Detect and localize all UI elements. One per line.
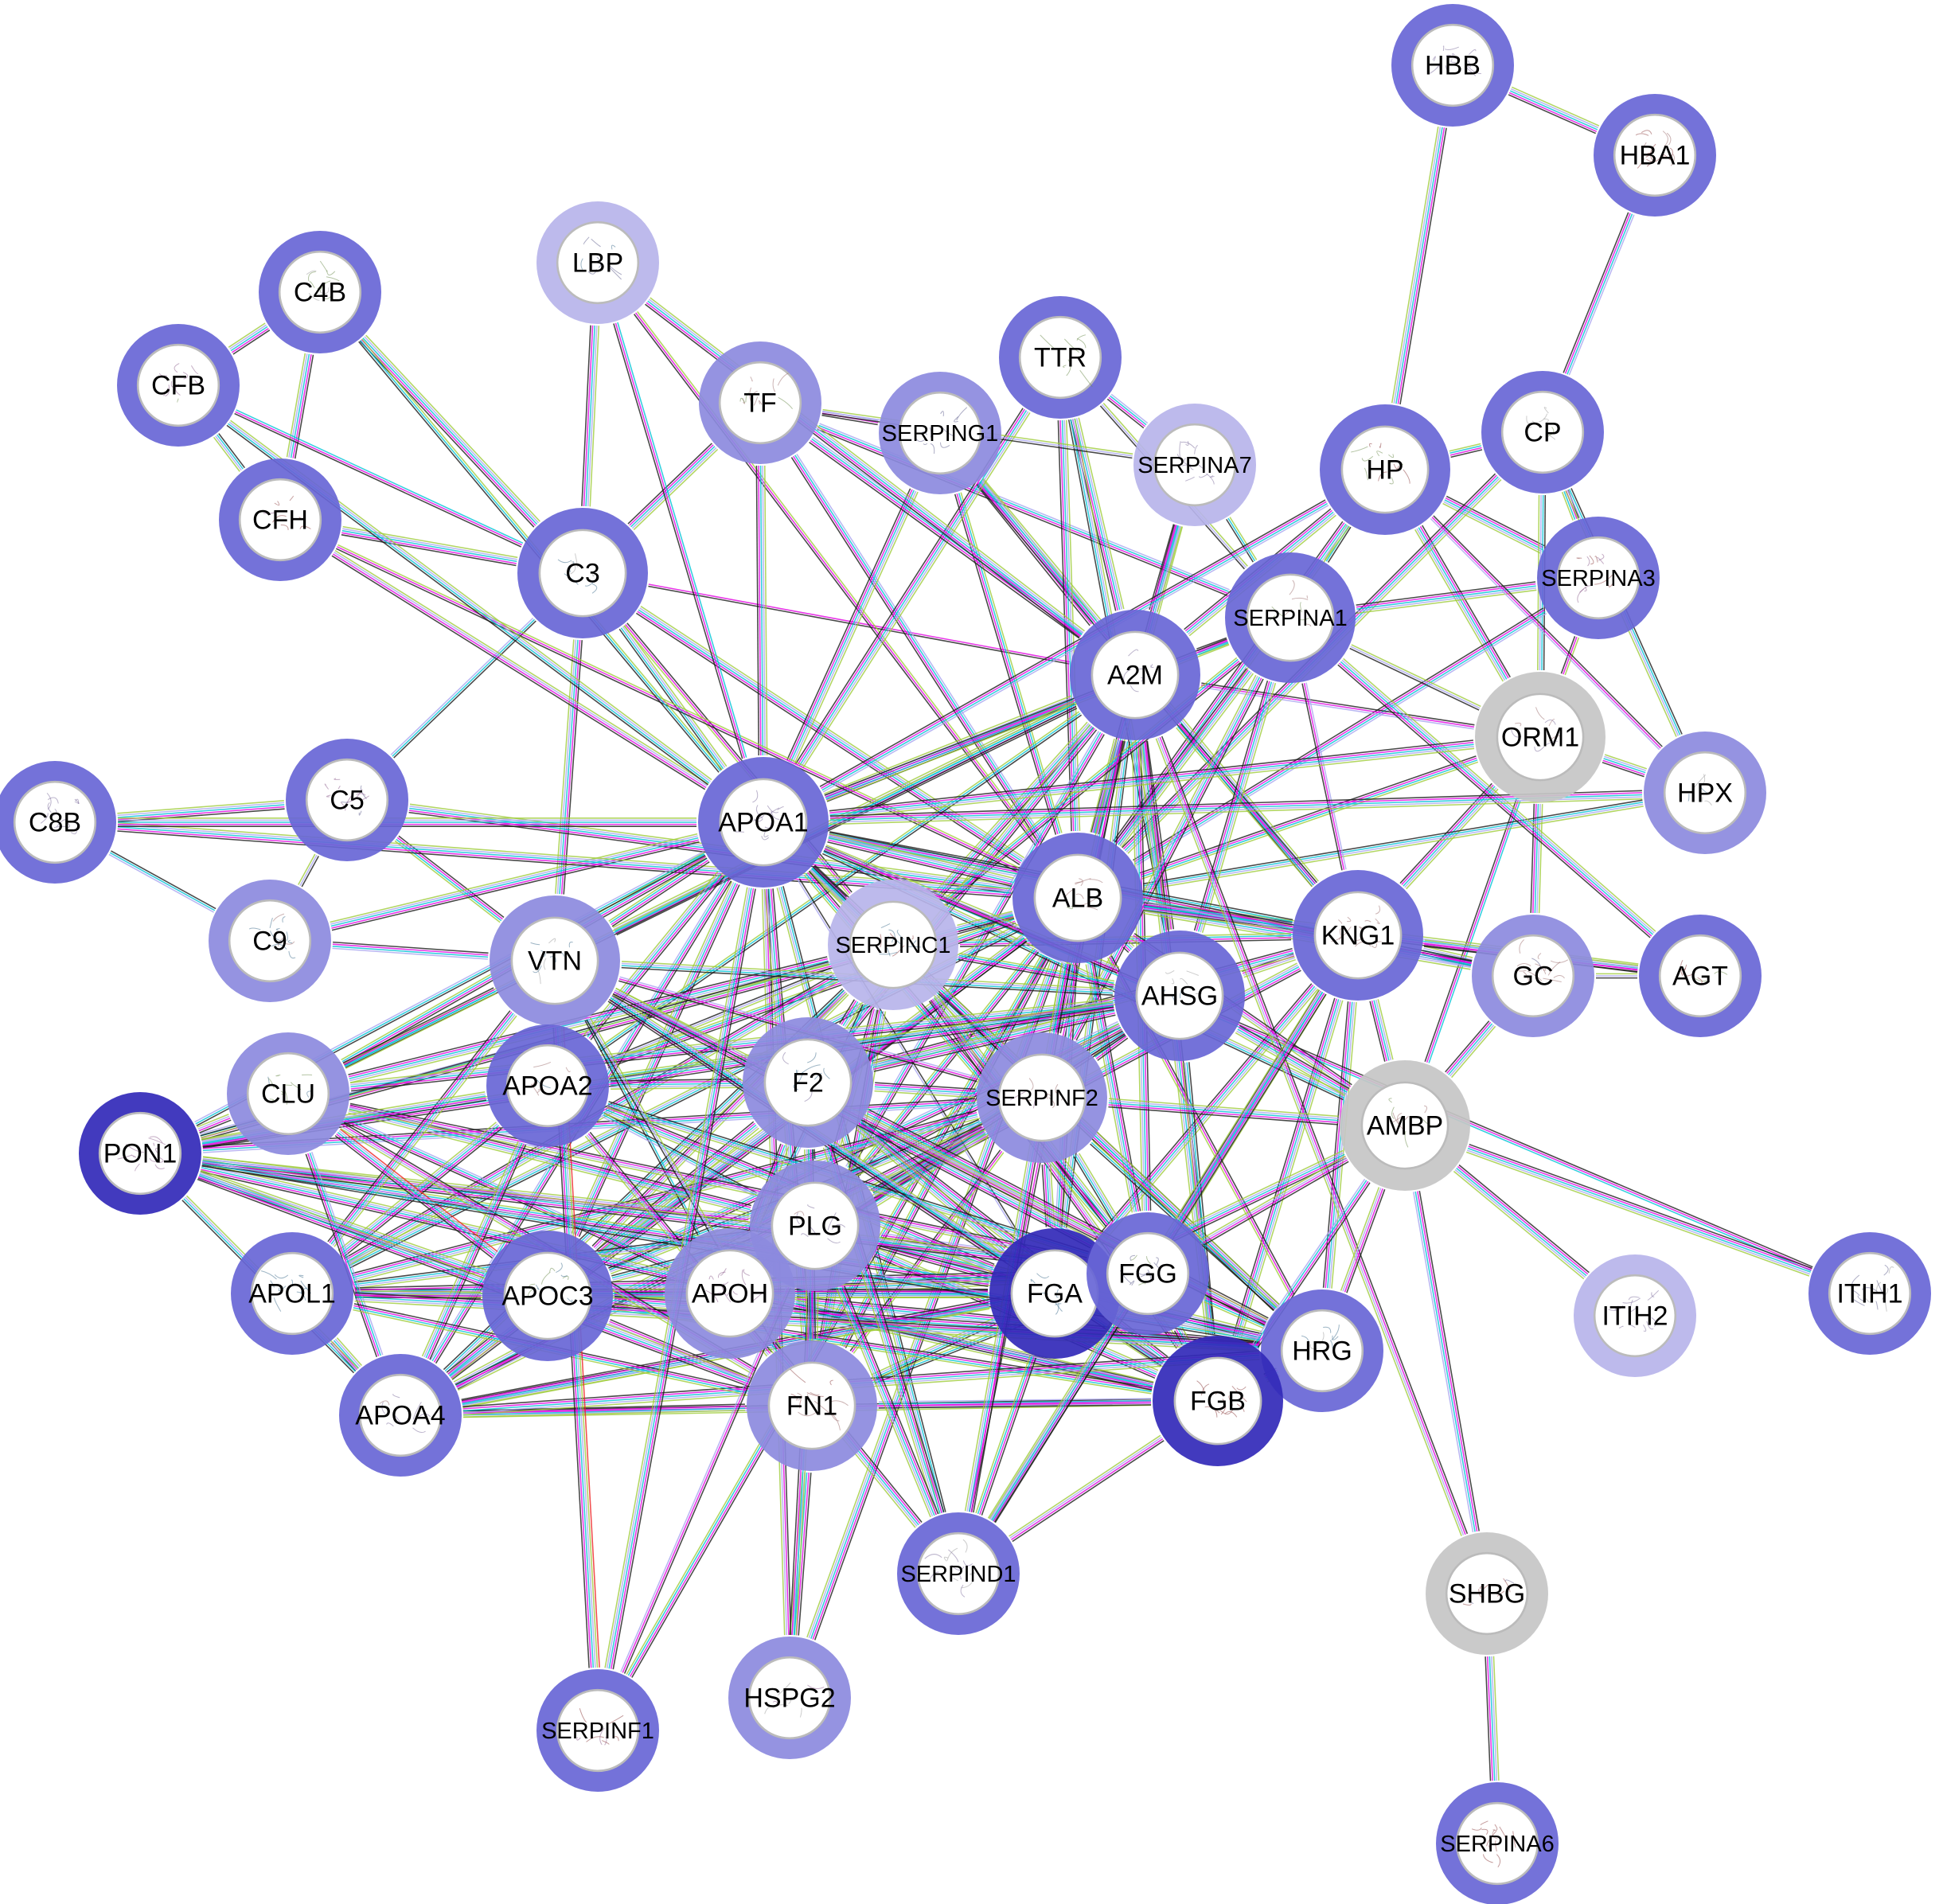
svg-text:ORM1: ORM1 <box>1501 723 1579 753</box>
svg-text:SERPINA3: SERPINA3 <box>1541 566 1655 591</box>
svg-text:HP: HP <box>1366 455 1403 486</box>
svg-text:SERPINA6: SERPINA6 <box>1440 1832 1554 1857</box>
svg-text:HBB: HBB <box>1425 51 1481 81</box>
svg-text:SERPINA1: SERPINA1 <box>1233 606 1347 631</box>
svg-text:SERPINF2: SERPINF2 <box>985 1086 1098 1111</box>
svg-text:SERPINF1: SERPINF1 <box>541 1719 654 1744</box>
svg-text:A2M: A2M <box>1107 661 1163 691</box>
svg-text:CLU: CLU <box>261 1079 315 1110</box>
svg-text:HBA1: HBA1 <box>1620 141 1691 171</box>
svg-text:APOL1: APOL1 <box>248 1279 336 1309</box>
svg-text:TTR: TTR <box>1034 343 1087 373</box>
svg-text:ALB: ALB <box>1052 884 1103 914</box>
svg-text:APOA2: APOA2 <box>502 1071 592 1102</box>
svg-text:GC: GC <box>1513 962 1554 992</box>
svg-text:FN1: FN1 <box>786 1391 837 1422</box>
svg-text:C5: C5 <box>330 786 364 816</box>
svg-text:SERPIND1: SERPIND1 <box>900 1562 1016 1587</box>
svg-text:SERPINA7: SERPINA7 <box>1137 453 1251 478</box>
svg-text:PLG: PLG <box>788 1211 842 1242</box>
svg-text:CP: CP <box>1524 418 1561 448</box>
svg-text:FGB: FGB <box>1190 1387 1246 1417</box>
svg-text:TF: TF <box>743 388 777 419</box>
svg-text:HSPG2: HSPG2 <box>743 1684 835 1714</box>
svg-text:AMBP: AMBP <box>1367 1111 1443 1141</box>
svg-text:HPX: HPX <box>1677 778 1733 809</box>
svg-text:SHBG: SHBG <box>1449 1579 1525 1609</box>
svg-text:CFB: CFB <box>151 371 205 401</box>
svg-text:APOA1: APOA1 <box>718 808 808 838</box>
svg-text:APOH: APOH <box>692 1279 768 1309</box>
svg-text:SERPING1: SERPING1 <box>882 421 999 447</box>
svg-text:AGT: AGT <box>1672 962 1728 992</box>
svg-text:VTN: VTN <box>528 946 582 977</box>
svg-text:APOC3: APOC3 <box>501 1282 593 1312</box>
svg-text:AHSG: AHSG <box>1141 981 1218 1012</box>
svg-text:SERPINC1: SERPINC1 <box>835 933 950 958</box>
svg-text:APOA4: APOA4 <box>355 1401 445 1431</box>
svg-text:FGA: FGA <box>1027 1279 1083 1309</box>
svg-text:CFH: CFH <box>252 505 308 536</box>
svg-text:ITIH2: ITIH2 <box>1602 1301 1668 1332</box>
svg-text:FGG: FGG <box>1118 1259 1177 1289</box>
svg-text:PON1: PON1 <box>103 1139 178 1169</box>
svg-text:C8B: C8B <box>29 808 81 838</box>
svg-text:C4B: C4B <box>294 278 346 308</box>
svg-text:C9: C9 <box>252 927 287 957</box>
svg-text:ITIH1: ITIH1 <box>1836 1279 1902 1309</box>
svg-text:HRG: HRG <box>1292 1336 1352 1367</box>
svg-text:C3: C3 <box>565 559 599 589</box>
svg-text:F2: F2 <box>792 1068 824 1098</box>
svg-text:KNG1: KNG1 <box>1321 921 1395 951</box>
svg-text:LBP: LBP <box>572 248 623 279</box>
